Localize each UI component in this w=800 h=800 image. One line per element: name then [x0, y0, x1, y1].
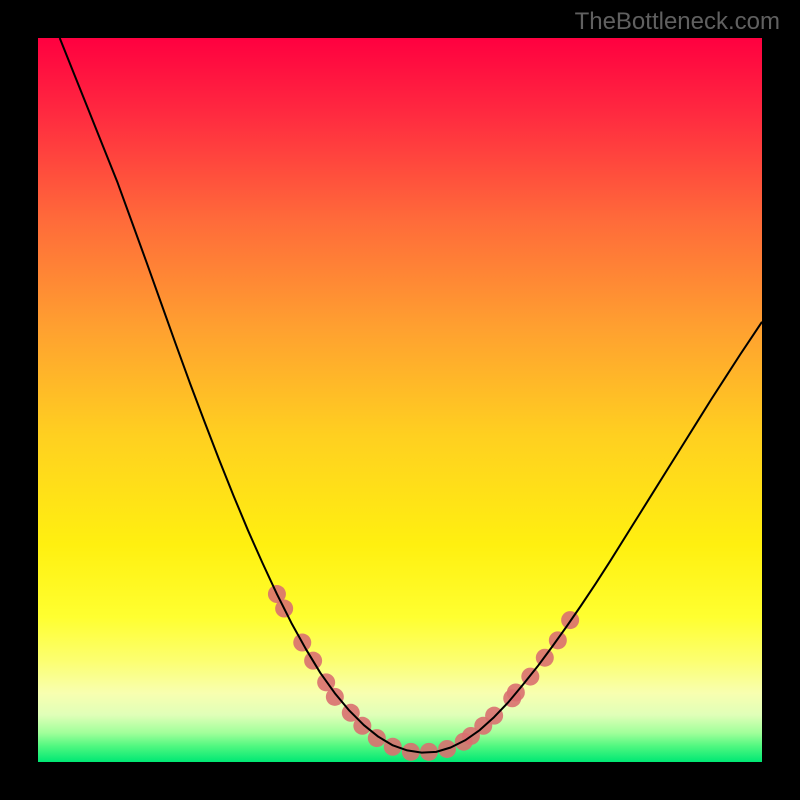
data-dot [368, 729, 386, 747]
watermark-text: TheBottleneck.com [575, 8, 780, 36]
plot-area [38, 38, 762, 762]
gradient-background [38, 38, 762, 762]
data-dot [326, 688, 344, 706]
bottleneck-curve-chart [38, 38, 762, 762]
data-dot [353, 717, 371, 735]
